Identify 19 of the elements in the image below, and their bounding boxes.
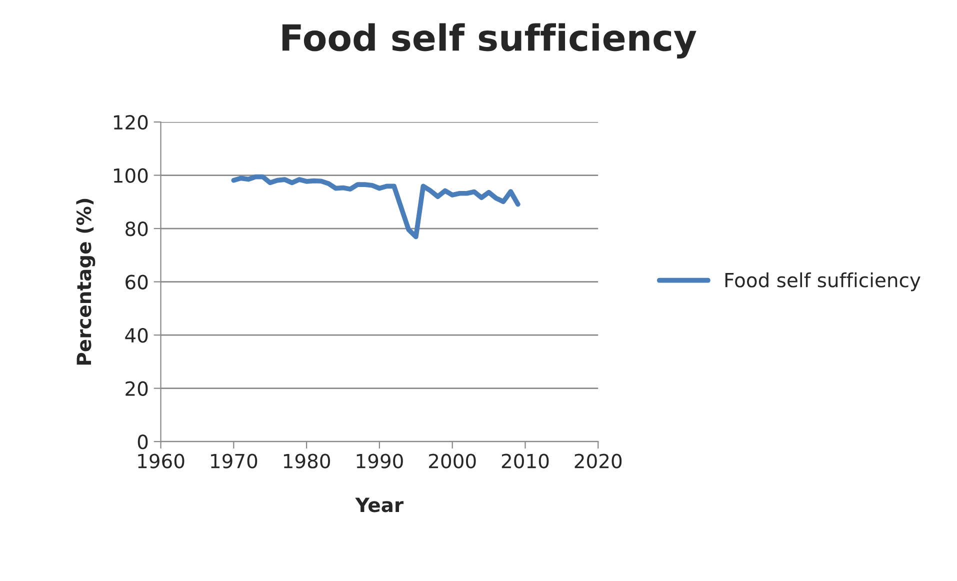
x-axis-title: Year (355, 498, 404, 512)
x-tick-label: 1970 (211, 454, 258, 468)
y-axis-title: Percentage (%) (76, 198, 96, 365)
x-tick-label: 1990 (356, 454, 403, 468)
y-tick-label: 0 (138, 434, 148, 450)
x-tick-label: 1980 (284, 454, 330, 468)
y-tick-label: 20 (126, 381, 148, 396)
chart-title: Food self sufficiency (282, 23, 696, 58)
x-tick-label: 2020 (574, 454, 622, 468)
y-tick-label: 100 (114, 168, 148, 183)
x-tick-label: 1960 (138, 454, 184, 468)
y-tick-label: 60 (126, 274, 148, 290)
y-tick-label: 40 (125, 328, 148, 343)
legend-label: Food self sufficiency (725, 272, 920, 292)
line-series (231, 174, 520, 240)
x-tick-label: 2010 (502, 454, 549, 468)
y-tick-label: 120 (114, 114, 148, 130)
x-tick-label: 2000 (429, 454, 476, 468)
y-tick-label: 80 (126, 221, 148, 236)
